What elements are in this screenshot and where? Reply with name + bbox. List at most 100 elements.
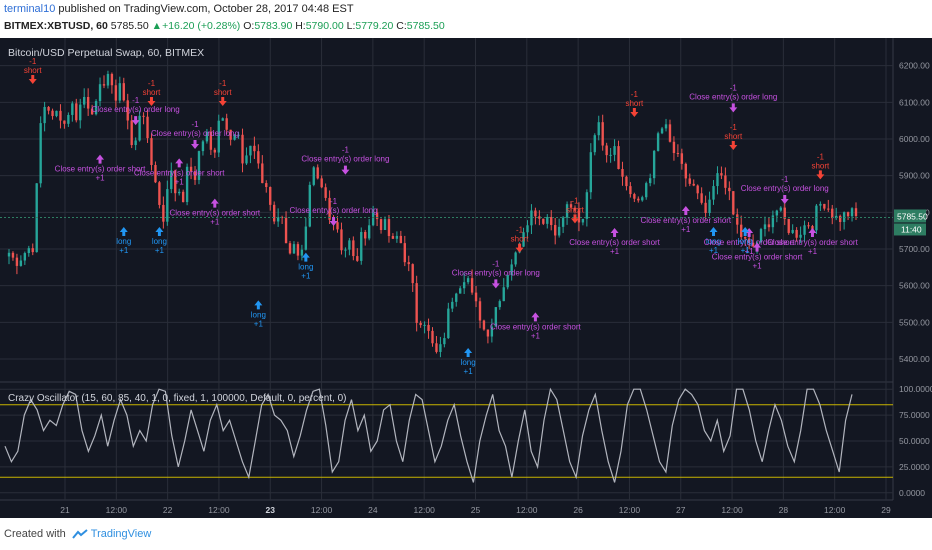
price-tick-label: 6100.00 (899, 97, 930, 107)
close-signal-qty: +1 (95, 174, 105, 183)
long-arrow-icon (119, 227, 128, 236)
candle (542, 218, 545, 224)
price-pane (0, 70, 893, 358)
candle (371, 212, 375, 226)
close-signal-qty: +1 (210, 218, 220, 227)
candle (63, 120, 66, 124)
close-signal-qty: +1 (531, 331, 541, 340)
candle (490, 326, 494, 337)
price-tick-label: 6000.00 (899, 134, 930, 144)
candle (815, 205, 818, 231)
close-signal-label: Close entry(s) order long (689, 92, 777, 101)
candle (399, 235, 403, 244)
candle (387, 219, 391, 237)
candle (724, 175, 727, 188)
candle (664, 124, 668, 129)
close-signal-qty: -1 (492, 259, 500, 268)
long-signal-label: long (738, 237, 753, 246)
candle (435, 343, 438, 352)
candle (565, 204, 569, 218)
candle (462, 282, 466, 289)
candle (700, 193, 703, 203)
oscillator-tick-label: 75.0000 (899, 410, 930, 420)
candle (708, 199, 711, 213)
tradingview-logo-icon (71, 529, 88, 539)
close-signal-label: Close entry(s) order long (301, 155, 389, 164)
candle (122, 83, 125, 101)
candle (593, 135, 596, 153)
close-signal-qty: +1 (610, 247, 620, 256)
candle (629, 186, 632, 195)
long-signal-label: long (298, 263, 313, 272)
close-signal-qty: -1 (191, 120, 199, 129)
close-signal-label: Close entry(s) order short (767, 238, 858, 247)
short-signal-label: short (24, 66, 43, 75)
publish-line: terminal10 published on TradingView.com,… (4, 3, 354, 15)
close-signal-label: Close entry(s) order long (290, 206, 378, 215)
close-signal-qty: -1 (330, 197, 338, 206)
candle (185, 166, 189, 203)
candle (288, 243, 292, 254)
close-signal-label: Close entry(s) order long (151, 129, 239, 138)
candle (11, 252, 15, 258)
candle (391, 236, 395, 239)
candle (98, 84, 102, 102)
candle (759, 229, 763, 243)
candle (569, 204, 573, 208)
candle (261, 163, 264, 184)
candle (364, 231, 367, 239)
close-arrow-icon (808, 228, 817, 237)
candle (272, 204, 276, 222)
candle (233, 134, 236, 140)
candle (403, 243, 406, 263)
candle (209, 131, 213, 150)
candle (324, 187, 327, 198)
candle (854, 208, 858, 217)
candle (348, 240, 351, 250)
candle (154, 165, 157, 183)
time-tick-label: 26 (573, 505, 583, 515)
candle (237, 134, 240, 136)
candle (280, 217, 284, 219)
candle (19, 260, 23, 266)
close-signal-label: Close entry(s) order short (569, 238, 660, 247)
candle (633, 194, 636, 199)
long-signal-label: long (152, 237, 167, 246)
candle (747, 238, 751, 243)
candle (720, 173, 723, 176)
candle (554, 225, 557, 236)
oscillator-line (4, 387, 853, 483)
candle (431, 330, 434, 344)
candle (427, 324, 430, 331)
short-signal-label: short (143, 88, 162, 97)
candle (819, 203, 822, 206)
candle (534, 210, 537, 217)
time-tick-label: 12:00 (721, 505, 743, 515)
price-tick-label: 5400.00 (899, 354, 930, 364)
candle (300, 249, 304, 256)
candle (743, 237, 747, 239)
candle (249, 145, 252, 156)
price-axis-background (893, 38, 932, 518)
author-link[interactable]: terminal10 (4, 3, 56, 15)
tradingview-link[interactable]: TradingView (90, 528, 152, 540)
candle (498, 301, 501, 308)
candle (728, 187, 731, 192)
candle (201, 141, 205, 152)
candle (597, 122, 600, 136)
short-signal-label: short (625, 99, 644, 108)
candle (75, 103, 78, 121)
short-signal-label: short (214, 88, 233, 97)
long-signal-label: long (251, 310, 266, 319)
short-arrow-icon (515, 243, 524, 253)
long-signal-label: long (461, 358, 476, 367)
candle (621, 168, 624, 177)
price-tick-label: 5600.00 (899, 281, 930, 291)
candle (336, 222, 339, 230)
candle (83, 96, 86, 105)
time-tick-label: 27 (676, 505, 686, 515)
oscillator-tick-label: 25.0000 (899, 462, 930, 472)
long-signal-qty: +1 (119, 246, 129, 255)
candle (71, 103, 74, 115)
